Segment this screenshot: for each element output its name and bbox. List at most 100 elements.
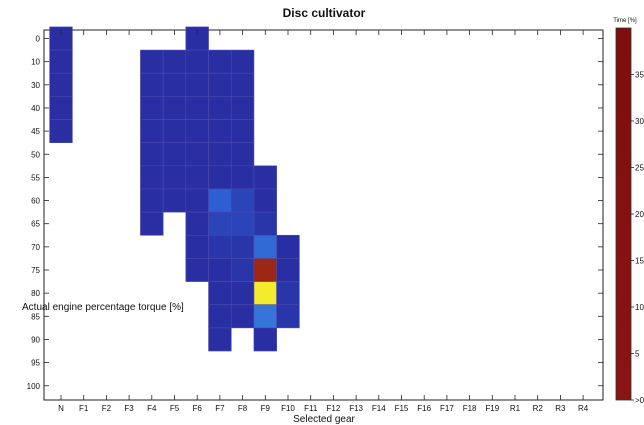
heatmap-cell bbox=[253, 258, 277, 282]
heatmap-cell bbox=[230, 188, 255, 213]
heatmap-cell bbox=[230, 72, 255, 97]
heatmap-cell bbox=[276, 281, 300, 306]
heatmap-cell bbox=[253, 234, 277, 259]
x-tick-label: F1 bbox=[79, 404, 89, 413]
y-tick-label: 70 bbox=[31, 243, 40, 252]
heatmap-cell bbox=[253, 188, 277, 213]
x-tick-label: R2 bbox=[533, 404, 544, 413]
heatmap-cell bbox=[276, 258, 300, 282]
y-tick-label: 65 bbox=[31, 220, 40, 229]
heatmap-cell bbox=[49, 72, 73, 97]
heatmap-cell bbox=[162, 96, 187, 120]
heatmap-cell bbox=[185, 119, 209, 143]
y-tick-label: 95 bbox=[31, 359, 40, 368]
y-tick-label: 10 bbox=[31, 58, 40, 67]
heatmap-cell bbox=[230, 119, 255, 143]
heatmap-cell bbox=[208, 327, 232, 352]
heatmap-cell bbox=[230, 304, 255, 329]
heatmap-cell bbox=[162, 72, 187, 97]
heatmap-cell bbox=[208, 258, 232, 282]
heatmap-cell bbox=[185, 142, 209, 167]
colorbar-ticks: 35 30 25 20 15 10 5 >0 bbox=[631, 71, 644, 405]
heatmap-cell bbox=[230, 96, 255, 120]
y-tick-label: 75 bbox=[31, 266, 40, 275]
x-tick-label: F16 bbox=[417, 404, 431, 413]
heatmap-cell bbox=[208, 165, 232, 190]
heatmap-cell bbox=[208, 281, 232, 306]
heatmap-cell bbox=[140, 96, 164, 120]
y-tick-label: 90 bbox=[31, 335, 40, 344]
y-axis-label: Actual engine percentage torque [%] bbox=[22, 302, 184, 313]
x-tick-label: F5 bbox=[170, 404, 180, 413]
colorbar-title: Time [%] bbox=[613, 18, 637, 24]
heatmap-cell bbox=[253, 327, 277, 352]
x-tick-label: F2 bbox=[102, 404, 112, 413]
heatmap-cell bbox=[253, 304, 277, 329]
heatmap-cell bbox=[185, 211, 209, 236]
x-tick-label: F9 bbox=[261, 404, 271, 413]
colorbar-tick-label: 20 bbox=[635, 210, 644, 219]
heatmap-cells bbox=[49, 26, 300, 352]
heatmap-cell bbox=[185, 49, 209, 74]
heatmap-cell bbox=[253, 211, 277, 236]
heatmap-cell bbox=[140, 188, 164, 213]
chart-title: Disc cultivator bbox=[283, 6, 366, 20]
heatmap-cell bbox=[230, 142, 255, 167]
heatmap-cell bbox=[276, 234, 300, 259]
heatmap-cell bbox=[185, 258, 209, 282]
heatmap-cell bbox=[49, 96, 73, 120]
colorbar-tick-label: 35 bbox=[635, 71, 644, 80]
heatmap-cell bbox=[162, 188, 187, 213]
heatmap-cell bbox=[208, 234, 232, 259]
heatmap-cell bbox=[276, 304, 300, 329]
x-tick-label: F11 bbox=[304, 404, 318, 413]
colorbar-tick-label: 25 bbox=[635, 164, 644, 173]
heatmap-cell bbox=[230, 281, 255, 306]
x-tick-label: R1 bbox=[510, 404, 521, 413]
x-tick-label: F13 bbox=[349, 404, 363, 413]
colorbar-tick-label: 10 bbox=[635, 303, 644, 312]
heatmap-cell bbox=[185, 72, 209, 97]
x-tick-label: F14 bbox=[372, 404, 386, 413]
x-tick-label: F7 bbox=[215, 404, 225, 413]
x-tick-label: R4 bbox=[578, 404, 589, 413]
heatmap-cell bbox=[140, 165, 164, 190]
y-tick-label: 60 bbox=[31, 197, 40, 206]
heatmap-cell bbox=[230, 258, 255, 282]
x-axis-label: Selected gear bbox=[293, 414, 355, 425]
x-tick-label: F3 bbox=[124, 404, 134, 413]
heatmap-cell bbox=[140, 49, 164, 74]
heatmap-cell bbox=[162, 119, 187, 143]
y-tick-label: 30 bbox=[31, 81, 40, 90]
y-tick-label: 0 bbox=[36, 35, 41, 44]
x-tick-label: F6 bbox=[193, 404, 203, 413]
heatmap-cell bbox=[49, 49, 73, 74]
heatmap-cell bbox=[208, 188, 232, 213]
y-tick-label: 55 bbox=[31, 173, 40, 182]
x-tick-label: F15 bbox=[395, 404, 409, 413]
heatmap-cell bbox=[230, 234, 255, 259]
y-tick-label: 85 bbox=[31, 312, 40, 321]
y-tick-label: 100 bbox=[27, 382, 41, 391]
y-tick-label: 50 bbox=[31, 150, 40, 159]
heatmap-cell bbox=[162, 165, 187, 190]
heatmap-cell bbox=[230, 49, 255, 74]
y-tick-label: 40 bbox=[31, 104, 40, 113]
x-tick-label: F12 bbox=[327, 404, 341, 413]
x-tick-label: F10 bbox=[281, 404, 295, 413]
heatmap-cell bbox=[208, 304, 232, 329]
heatmap-cell bbox=[140, 211, 164, 236]
heatmap-cell bbox=[140, 142, 164, 167]
x-tick-label: N bbox=[58, 404, 64, 413]
axis-ticks bbox=[44, 30, 603, 400]
heatmap-cell bbox=[185, 234, 209, 259]
heatmap-cell bbox=[230, 165, 255, 190]
y-tick-label: 45 bbox=[31, 127, 40, 136]
x-tick-label: F18 bbox=[463, 404, 477, 413]
x-tick-label: R3 bbox=[555, 404, 566, 413]
colorbar-tick-label: 5 bbox=[635, 350, 640, 359]
heatmap-cell bbox=[162, 49, 187, 74]
heatmap-cell bbox=[208, 142, 232, 167]
y-tick-labels: 0 10 30 40 45 50 55 60 65 70 75 80 85 90 95 100 bbox=[27, 35, 41, 391]
